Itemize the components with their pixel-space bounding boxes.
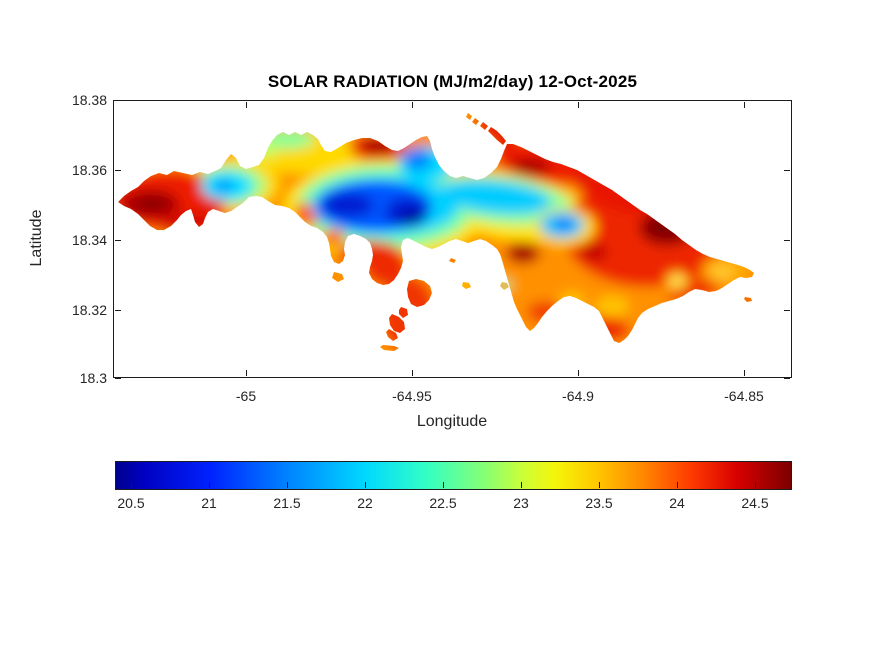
colorbar-tick-mark [677, 482, 678, 488]
y-tick-label: 18.3 [79, 370, 107, 386]
colorbar-tick-mark [131, 482, 132, 488]
colorbar-tick-label: 21 [201, 495, 217, 511]
x-tick-mark [412, 102, 413, 108]
y-tick-mark [784, 100, 790, 101]
y-tick-mark [784, 240, 790, 241]
colorbar-tick-label: 24.5 [741, 495, 769, 511]
y-tick-mark [115, 170, 121, 171]
x-tick-mark [578, 370, 579, 376]
x-tick-label: -64.85 [724, 388, 764, 404]
y-axis-label: Latitude [28, 209, 45, 267]
colorbar-tick-label: 23.5 [585, 495, 613, 511]
y-tick-mark [784, 378, 790, 379]
colorbar-tick-mark [209, 482, 210, 488]
colorbar-tick-label: 22.5 [429, 495, 457, 511]
y-tick-label: 18.34 [71, 232, 107, 248]
x-axis-label: Longitude [416, 413, 488, 430]
colorbar-tick-mark [287, 482, 288, 488]
y-tick-mark [784, 170, 790, 171]
y-tick-label: 18.32 [71, 302, 107, 318]
y-tick-label: 18.38 [71, 92, 107, 108]
y-tick-mark [115, 310, 121, 311]
x-tick-label: -64.95 [392, 388, 432, 404]
colorbar-tick-label: 24 [669, 495, 685, 511]
y-tick-label: 18.36 [71, 162, 107, 178]
island-region [118, 113, 754, 351]
chart-title: SOLAR RADIATION (MJ/m2/day) 12-Oct-2025 [267, 72, 638, 91]
x-tick-mark [578, 102, 579, 108]
x-tick-mark [246, 370, 247, 376]
colorbar-tick-label: 22 [357, 495, 373, 511]
colorbar-tick-mark [521, 482, 522, 488]
colorbar-tick-label: 20.5 [117, 495, 145, 511]
x-tick-mark [412, 370, 413, 376]
x-tick-mark [744, 370, 745, 376]
y-tick-mark [784, 310, 790, 311]
y-tick-mark [115, 240, 121, 241]
colorbar-tick-mark [599, 482, 600, 488]
radiation-field [118, 113, 754, 351]
colorbar-tick-mark [755, 482, 756, 488]
y-tick-mark [115, 100, 121, 101]
contour-map-svg [118, 113, 754, 351]
x-tick-label: -64.9 [562, 388, 594, 404]
colorbar [115, 461, 792, 490]
x-tick-mark [246, 102, 247, 108]
colorbar-tick-label: 23 [513, 495, 529, 511]
colorbar-tick-label: 21.5 [273, 495, 301, 511]
colorbar-tick-mark [365, 482, 366, 488]
x-tick-mark [744, 102, 745, 108]
y-tick-mark [115, 378, 121, 379]
colorbar-tick-mark [443, 482, 444, 488]
x-tick-label: -65 [235, 388, 257, 404]
